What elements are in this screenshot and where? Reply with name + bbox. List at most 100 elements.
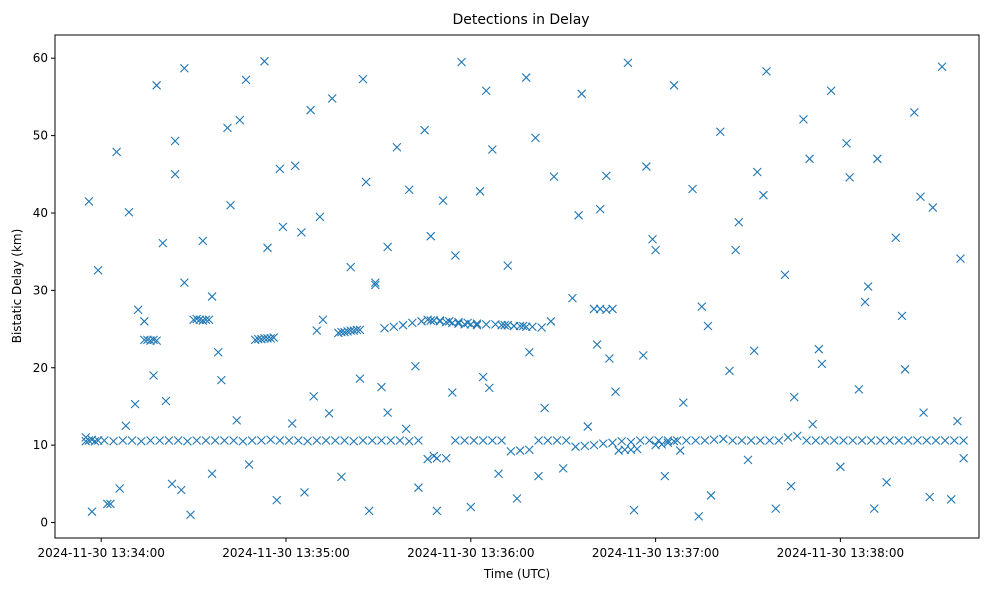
data-point-marker bbox=[168, 480, 176, 488]
data-point-marker bbox=[174, 436, 182, 444]
data-point-marker bbox=[153, 81, 161, 89]
data-point-marker bbox=[870, 505, 878, 513]
data-point-marker bbox=[553, 436, 561, 444]
data-point-marker bbox=[384, 243, 392, 251]
x-tick-label: 2024-11-30 13:36:00 bbox=[407, 546, 534, 560]
data-point-marker bbox=[759, 191, 767, 199]
data-point-marker bbox=[418, 317, 426, 325]
data-point-marker bbox=[461, 436, 469, 444]
data-point-marker bbox=[531, 134, 539, 142]
data-point-marker bbox=[122, 422, 130, 430]
data-point-marker bbox=[590, 441, 598, 449]
data-point-marker bbox=[541, 404, 549, 412]
data-point-marker bbox=[350, 437, 358, 445]
data-point-marker bbox=[325, 409, 333, 417]
data-point-marker bbox=[408, 319, 416, 327]
data-point-marker bbox=[525, 348, 533, 356]
data-point-marker bbox=[602, 172, 610, 180]
data-point-marker bbox=[735, 218, 743, 226]
data-point-marker bbox=[575, 211, 583, 219]
data-point-marker bbox=[766, 436, 774, 444]
data-point-marker bbox=[855, 385, 863, 393]
data-point-marker bbox=[137, 437, 145, 445]
data-point-marker bbox=[504, 262, 512, 270]
plot-area-frame bbox=[55, 35, 979, 538]
data-point-marker bbox=[910, 108, 918, 116]
data-point-marker bbox=[479, 373, 487, 381]
data-point-marker bbox=[818, 360, 826, 368]
data-point-marker bbox=[402, 425, 410, 433]
data-point-marker bbox=[448, 389, 456, 397]
data-point-marker bbox=[260, 57, 268, 65]
data-point-marker bbox=[146, 436, 154, 444]
data-point-marker bbox=[960, 436, 968, 444]
data-point-marker bbox=[550, 173, 558, 181]
data-point-marker bbox=[652, 246, 660, 254]
data-point-marker bbox=[507, 447, 515, 455]
data-point-marker bbox=[799, 115, 807, 123]
data-point-marker bbox=[264, 244, 272, 252]
data-point-marker bbox=[932, 436, 940, 444]
data-point-marker bbox=[756, 436, 764, 444]
data-point-marker bbox=[861, 298, 869, 306]
y-axis-ticks: 0102030405060 bbox=[33, 51, 55, 529]
data-point-marker bbox=[661, 472, 669, 480]
x-tick-label: 2024-11-30 13:38:00 bbox=[777, 546, 904, 560]
data-point-marker bbox=[85, 197, 93, 205]
data-point-marker bbox=[772, 505, 780, 513]
data-point-marker bbox=[593, 341, 601, 349]
data-point-marker bbox=[399, 321, 407, 329]
data-point-marker bbox=[538, 324, 546, 332]
data-point-marker bbox=[630, 506, 638, 514]
data-point-marker bbox=[470, 436, 478, 444]
x-tick-label: 2024-11-30 13:37:00 bbox=[592, 546, 719, 560]
data-point-marker bbox=[113, 148, 121, 156]
data-point-marker bbox=[356, 375, 364, 383]
data-point-marker bbox=[288, 419, 296, 427]
data-point-marker bbox=[883, 478, 891, 486]
data-point-marker bbox=[328, 94, 336, 102]
data-point-marker bbox=[233, 416, 241, 424]
data-point-marker bbox=[920, 409, 928, 417]
data-point-marker bbox=[381, 324, 389, 332]
data-point-marker bbox=[701, 436, 709, 444]
data-point-marker bbox=[916, 193, 924, 201]
data-point-marker bbox=[806, 155, 814, 163]
data-point-marker bbox=[276, 436, 284, 444]
data-point-marker bbox=[451, 436, 459, 444]
data-point-marker bbox=[895, 436, 903, 444]
data-point-marker bbox=[377, 436, 385, 444]
data-point-marker bbox=[941, 436, 949, 444]
data-point-marker bbox=[387, 436, 395, 444]
data-point-marker bbox=[393, 143, 401, 151]
data-point-marker bbox=[359, 436, 367, 444]
data-point-marker bbox=[119, 436, 127, 444]
data-point-marker bbox=[947, 495, 955, 503]
data-point-marker bbox=[433, 507, 441, 515]
data-point-marker bbox=[177, 486, 185, 494]
data-point-marker bbox=[775, 436, 783, 444]
data-point-marker bbox=[473, 321, 481, 329]
data-point-marker bbox=[439, 197, 447, 205]
data-point-marker bbox=[208, 470, 216, 478]
data-point-marker bbox=[821, 436, 829, 444]
x-tick-label: 2024-11-30 13:35:00 bbox=[222, 546, 349, 560]
data-point-marker bbox=[836, 463, 844, 471]
data-point-marker bbox=[482, 87, 490, 95]
data-point-marker bbox=[223, 124, 231, 132]
data-point-marker bbox=[923, 436, 931, 444]
data-point-marker bbox=[596, 205, 604, 213]
data-point-marker bbox=[547, 317, 555, 325]
data-point-marker bbox=[682, 436, 690, 444]
data-point-marker bbox=[830, 436, 838, 444]
data-point-marker bbox=[488, 146, 496, 154]
data-point-marker bbox=[926, 493, 934, 501]
data-point-marker bbox=[171, 137, 179, 145]
data-point-marker bbox=[211, 436, 219, 444]
data-point-marker bbox=[217, 376, 225, 384]
data-point-marker bbox=[396, 436, 404, 444]
data-point-marker bbox=[405, 186, 413, 194]
data-point-marker bbox=[294, 436, 302, 444]
data-point-marker bbox=[744, 456, 752, 464]
